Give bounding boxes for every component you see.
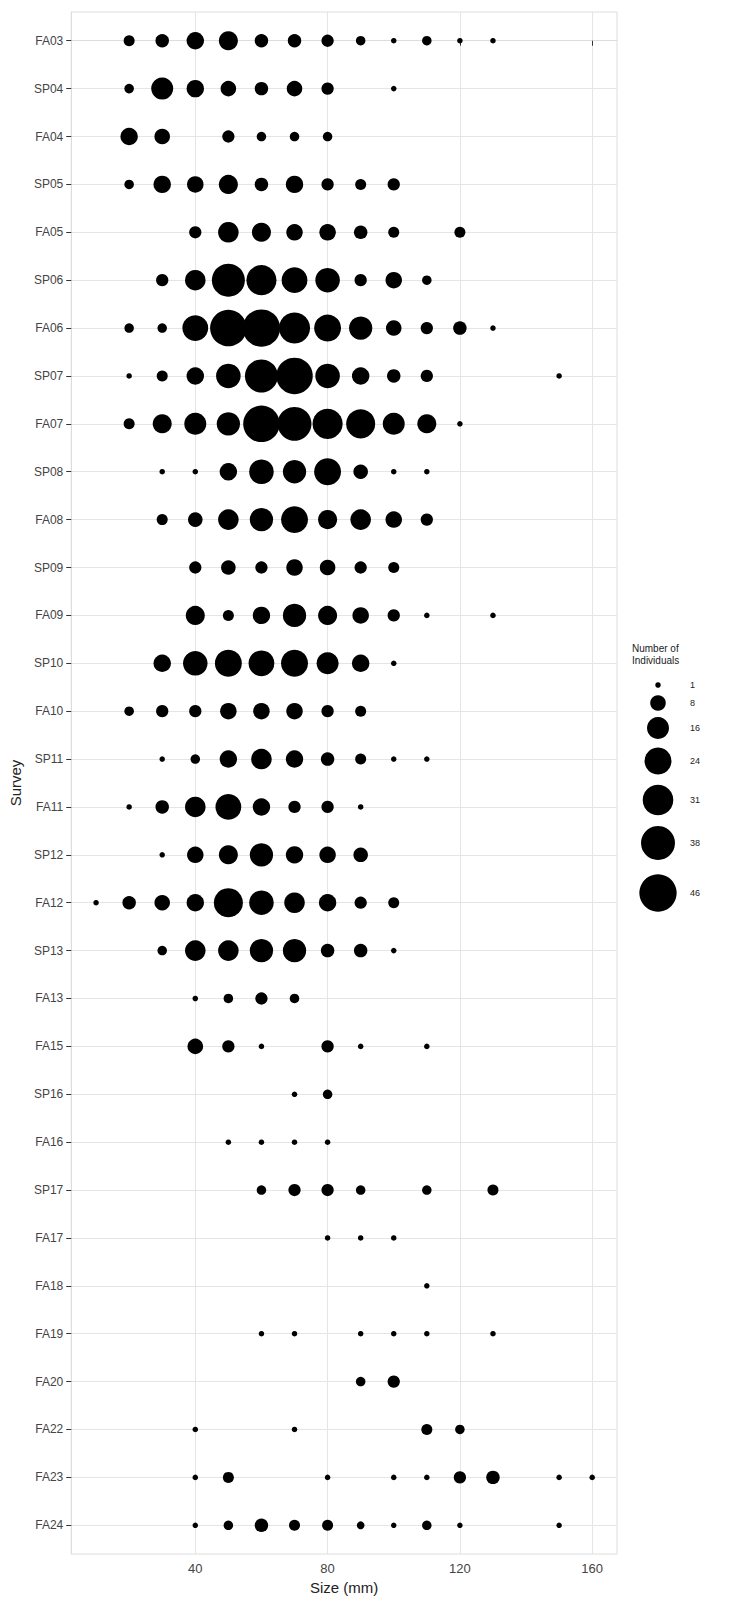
svg-text:FA19: FA19 (35, 1327, 63, 1341)
svg-text:SP17: SP17 (34, 1183, 64, 1197)
svg-text:46: 46 (690, 888, 700, 898)
svg-text:31: 31 (690, 795, 700, 805)
svg-text:SP13: SP13 (34, 944, 64, 958)
svg-text:FA24: FA24 (35, 1518, 63, 1532)
svg-text:SP06: SP06 (34, 273, 64, 287)
svg-text:FA15: FA15 (35, 1039, 63, 1053)
svg-text:SP08: SP08 (34, 465, 64, 479)
svg-text:40: 40 (188, 1561, 202, 1576)
svg-text:FA23: FA23 (35, 1470, 63, 1484)
svg-text:FA16: FA16 (35, 1135, 63, 1149)
svg-text:160: 160 (581, 1561, 603, 1576)
svg-text:FA09: FA09 (35, 608, 63, 622)
svg-text:FA13: FA13 (35, 991, 63, 1005)
svg-text:FA22: FA22 (35, 1422, 63, 1436)
svg-text:FA18: FA18 (35, 1279, 63, 1293)
svg-text:16: 16 (690, 723, 700, 733)
svg-text:SP11: SP11 (35, 752, 64, 766)
svg-text:Number of: Number of (632, 643, 679, 654)
svg-text:FA17: FA17 (35, 1231, 63, 1245)
svg-text:Survey: Survey (7, 759, 24, 806)
svg-text:FA10: FA10 (35, 704, 63, 718)
svg-text:SP04: SP04 (34, 82, 64, 96)
svg-text:80: 80 (320, 1561, 334, 1576)
svg-text:SP12: SP12 (34, 848, 64, 862)
svg-text:FA04: FA04 (35, 130, 63, 144)
svg-text:SP05: SP05 (34, 177, 64, 191)
svg-text:FA11: FA11 (36, 800, 63, 814)
svg-text:FA20: FA20 (35, 1375, 63, 1389)
svg-text:1: 1 (690, 680, 695, 690)
svg-text:8: 8 (690, 698, 695, 708)
svg-text:SP16: SP16 (34, 1087, 64, 1101)
svg-text:SP10: SP10 (34, 656, 64, 670)
svg-text:FA12: FA12 (35, 896, 63, 910)
svg-text:FA05: FA05 (35, 225, 63, 239)
svg-text:FA06: FA06 (35, 321, 63, 335)
svg-text:38: 38 (690, 838, 700, 848)
svg-text:Size (mm): Size (mm) (310, 1579, 378, 1596)
svg-text:FA07: FA07 (35, 417, 63, 431)
svg-text:SP07: SP07 (34, 369, 64, 383)
svg-text:FA03: FA03 (35, 34, 63, 48)
svg-text:Individuals: Individuals (632, 655, 679, 666)
svg-text:FA08: FA08 (35, 513, 63, 527)
svg-text:SP09: SP09 (34, 561, 64, 575)
svg-text:24: 24 (690, 756, 700, 766)
svg-text:120: 120 (449, 1561, 471, 1576)
